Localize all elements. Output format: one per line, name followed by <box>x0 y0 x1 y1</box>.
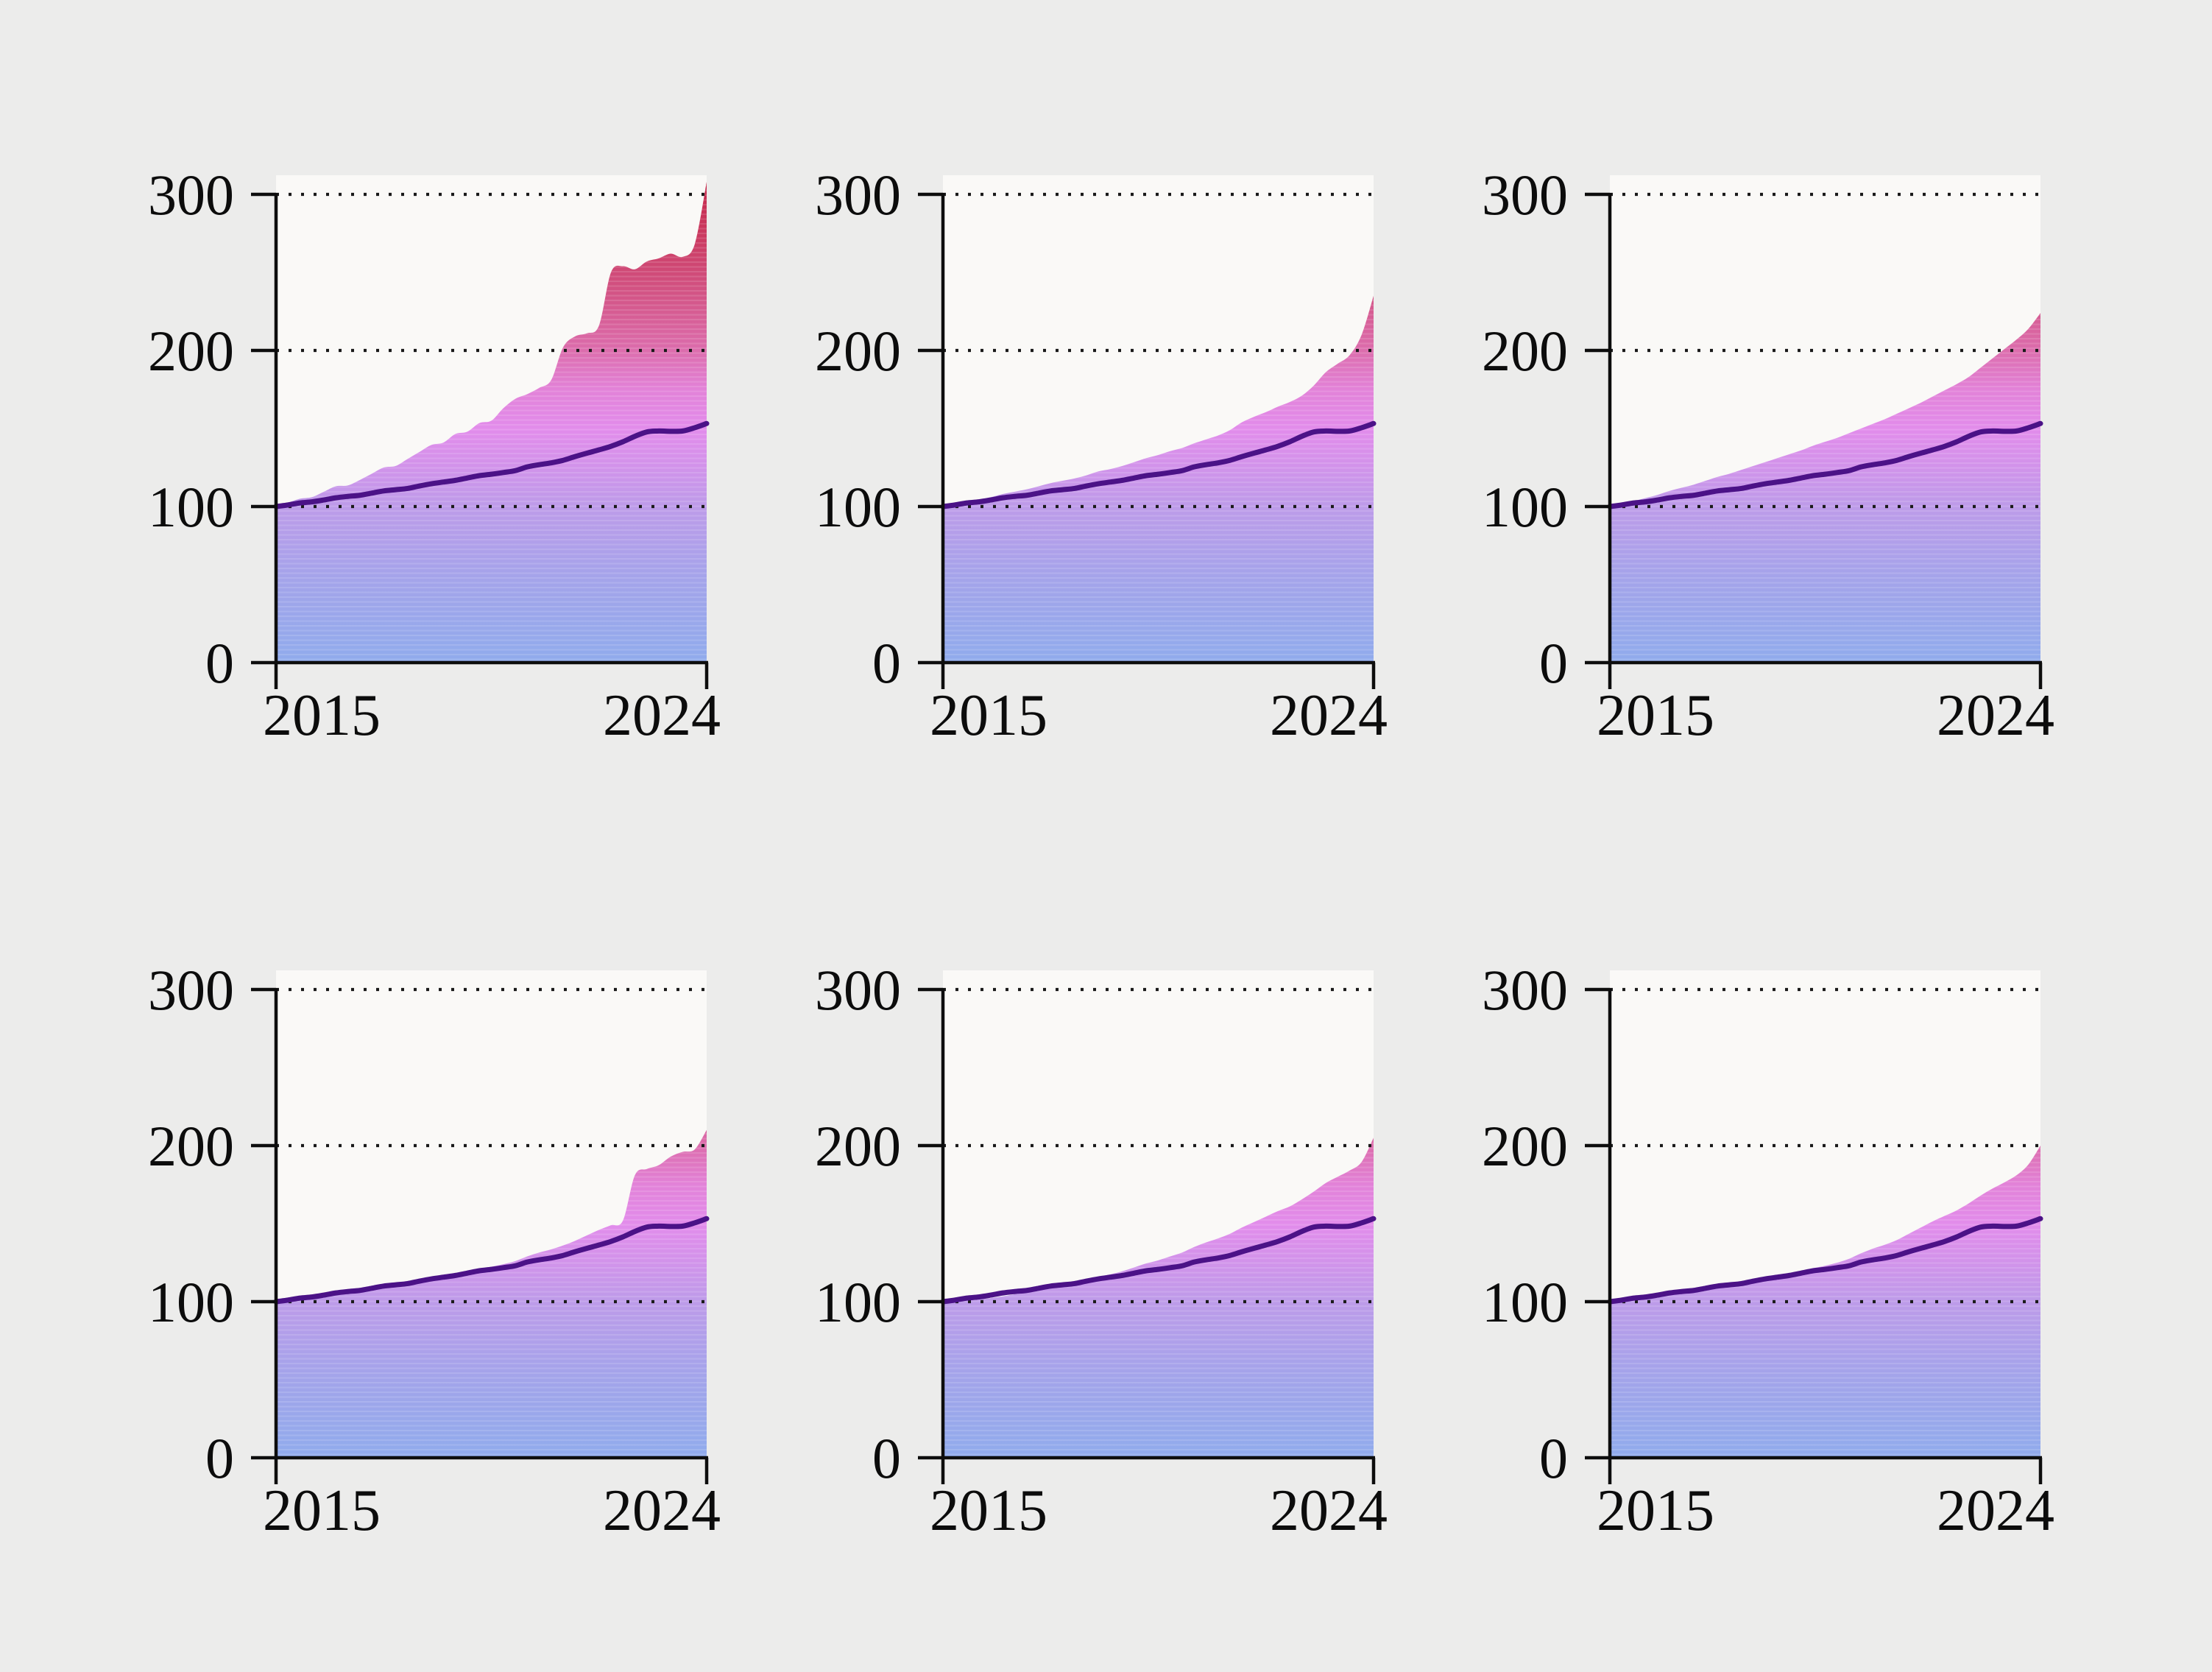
x-tick-label-end: 2024 <box>1937 1478 2054 1543</box>
y-tick-label-300: 300 <box>815 175 901 227</box>
x-tick-label-end: 2024 <box>1937 683 2054 748</box>
y-tick-label-0: 0 <box>1539 1426 1568 1490</box>
area-chart-svg-top-middle: 0 100 200 300 2015 2024 <box>815 175 1388 748</box>
area-scanline-overlay <box>943 295 1374 663</box>
y-tick-label-100: 100 <box>148 1270 234 1334</box>
chart-panel-bottom-middle: 0 100 200 300 2015 2024 <box>792 970 1403 1659</box>
area-chart-svg-bottom-right: 0 100 200 300 2015 2024 <box>1482 970 2054 1543</box>
y-tick-label-0: 0 <box>872 631 901 695</box>
x-tick-label-start: 2015 <box>930 683 1047 748</box>
y-tick-label-300: 300 <box>815 970 901 1022</box>
area-chart-svg-bottom-middle: 0 100 200 300 2015 2024 <box>815 970 1388 1543</box>
y-tick-label-0: 0 <box>205 1426 234 1490</box>
reference-line-series <box>273 1216 710 1305</box>
area-chart-svg-top-left: 0 100 200 300 2015 2024 <box>148 175 721 748</box>
x-tick-label-end: 2024 <box>1270 683 1388 748</box>
y-tick-label-0: 0 <box>1539 631 1568 695</box>
reference-line-series <box>940 420 1377 509</box>
x-tick-label-end: 2024 <box>603 1478 721 1543</box>
y-tick-label-0: 0 <box>205 631 234 695</box>
y-tick-label-0: 0 <box>872 1426 901 1490</box>
x-tick-label-start: 2015 <box>1597 683 1714 748</box>
chart-panel-bottom-left: 0 100 200 300 2015 2024 <box>125 970 736 1659</box>
x-tick-label-start: 2015 <box>263 1478 381 1543</box>
y-tick-label-300: 300 <box>148 970 234 1022</box>
y-tick-label-200: 200 <box>815 319 901 383</box>
reference-line-series <box>1607 1216 2043 1305</box>
x-tick-label-start: 2015 <box>1597 1478 1714 1543</box>
y-tick-label-100: 100 <box>815 1270 901 1334</box>
reference-line-series <box>273 420 710 509</box>
y-tick-label-200: 200 <box>815 1114 901 1178</box>
y-tick-label-100: 100 <box>148 475 234 539</box>
chart-panel-top-middle: 0 100 200 300 2015 2024 <box>792 175 1403 864</box>
area-scanline-overlay <box>276 1129 707 1458</box>
y-tick-label-300: 300 <box>1482 970 1568 1022</box>
y-tick-label-100: 100 <box>1482 1270 1568 1334</box>
area-scanline-overlay <box>276 182 707 663</box>
area-chart-svg-top-right: 0 100 200 300 2015 2024 <box>1482 175 2054 748</box>
area-chart-svg-bottom-left: 0 100 200 300 2015 2024 <box>148 970 721 1543</box>
x-tick-label-end: 2024 <box>1270 1478 1388 1543</box>
y-tick-label-200: 200 <box>1482 1114 1568 1178</box>
y-tick-label-200: 200 <box>148 1114 234 1178</box>
reference-line-series <box>940 1216 1377 1305</box>
y-tick-label-100: 100 <box>1482 475 1568 539</box>
x-tick-label-start: 2015 <box>930 1478 1047 1543</box>
area-scanline-overlay <box>1610 313 2040 663</box>
y-tick-label-200: 200 <box>148 319 234 383</box>
chart-panel-top-left: 0 100 200 300 2015 2024 <box>125 175 736 864</box>
chart-panel-top-right: 0 100 200 300 2015 2024 <box>1459 175 2070 864</box>
y-tick-label-300: 300 <box>148 175 234 227</box>
x-tick-label-end: 2024 <box>603 683 721 748</box>
y-tick-label-100: 100 <box>815 475 901 539</box>
chart-panel-bottom-right: 0 100 200 300 2015 2024 <box>1459 970 2070 1659</box>
y-tick-label-200: 200 <box>1482 319 1568 383</box>
area-scanline-overlay <box>943 1137 1374 1458</box>
reference-line-series <box>1607 420 2043 509</box>
x-tick-label-start: 2015 <box>263 683 381 748</box>
y-tick-label-300: 300 <box>1482 175 1568 227</box>
